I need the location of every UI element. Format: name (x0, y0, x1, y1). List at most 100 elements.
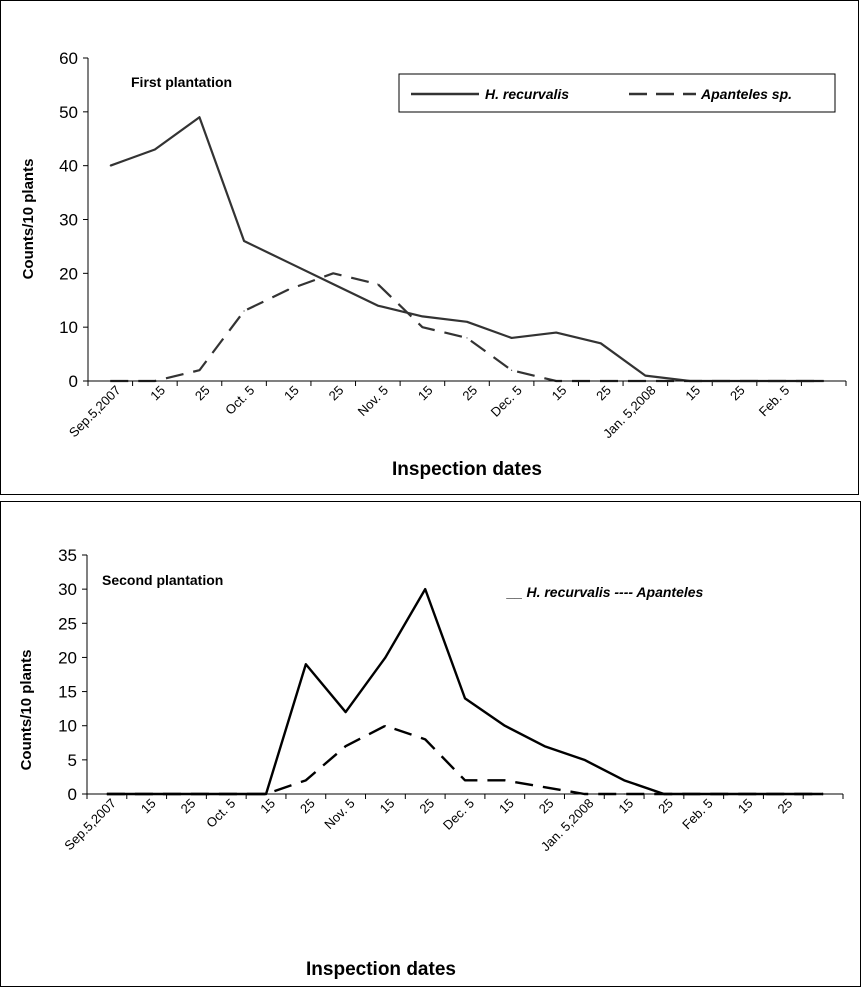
x-tick-label: 15 (281, 383, 302, 404)
x-tick-label: 15 (257, 796, 278, 817)
y-tick-label: 60 (59, 49, 78, 68)
data-point (243, 310, 245, 312)
series-line-h-recurvalis (106, 587, 824, 796)
data-point (504, 779, 506, 781)
data-point (384, 656, 387, 659)
legend-label-h-recurvalis: H. recurvalis (485, 86, 569, 102)
data-point (332, 272, 334, 274)
x-tick-label: 15 (147, 383, 168, 404)
data-point (424, 738, 426, 740)
y-tick-label: 50 (59, 103, 78, 122)
legend: H. recurvalis Apanteles sp. (398, 73, 836, 113)
chart-title: First plantation (131, 74, 232, 90)
x-tick-label: 25 (416, 796, 437, 817)
data-point (377, 283, 379, 285)
x-tick-label: 25 (178, 796, 199, 817)
data-point (583, 759, 585, 761)
series-line-h-recurvalis (109, 116, 824, 383)
data-point (377, 305, 379, 307)
series-line-apanteles (106, 724, 824, 796)
data-point (345, 745, 347, 747)
x-tick-label: Oct. 5 (203, 796, 238, 831)
y-tick-label: 40 (59, 157, 78, 176)
x-tick-label: Sep.5,2007 (66, 383, 124, 441)
data-point (644, 375, 646, 377)
x-tick-label: Oct. 5 (222, 383, 257, 418)
data-point (198, 369, 201, 371)
chart-first-plantation: 0 10 20 30 40 50 60 Sep.5,2007 15 25 Oct. 5 15 25 No… (0, 0, 859, 495)
chart-title: Second plantation (102, 572, 223, 588)
y-tick-label: 0 (68, 785, 77, 804)
x-tick-label: 25 (192, 383, 213, 404)
legend-text: __ H. recurvalis ---- Apanteles (506, 584, 704, 600)
y-tick-label: 35 (58, 546, 77, 565)
x-tick-label: 25 (459, 383, 480, 404)
data-point (109, 165, 111, 167)
y-tick-label: 30 (59, 211, 78, 230)
data-point (464, 779, 466, 781)
x-tick-label: Dec. 5 (488, 383, 525, 420)
x-tick-label: 25 (297, 796, 318, 817)
x-tick-label: 25 (326, 383, 347, 404)
x-tick-label: 15 (496, 796, 517, 817)
data-point (543, 786, 546, 788)
legend-box (398, 73, 836, 113)
y-tick-label: 15 (58, 683, 77, 702)
x-tick-label: 15 (377, 796, 398, 817)
y-axis-title: Counts/10 plants (18, 650, 35, 771)
data-point (384, 725, 387, 727)
y-tick-label: 30 (58, 580, 77, 599)
data-point (345, 711, 347, 713)
legend-label-apanteles: Apanteles sp. (700, 86, 792, 102)
data-point (466, 321, 468, 323)
data-point (555, 331, 557, 334)
data-point (305, 663, 307, 665)
data-point (288, 288, 290, 291)
x-tick-label: Feb. 5 (756, 383, 793, 420)
data-point (464, 697, 466, 699)
x-tick-label: 25 (775, 796, 796, 817)
x-tick-label: 15 (415, 383, 436, 404)
data-point (243, 240, 245, 242)
x-tick-label: 15 (735, 796, 756, 817)
x-tick-label: 15 (138, 796, 159, 817)
y-tick-label: 20 (59, 264, 78, 283)
data-point (504, 725, 506, 727)
y-tick-label: 25 (58, 614, 77, 633)
data-point (332, 283, 334, 285)
y-axis-title: Counts/10 plants (20, 159, 37, 280)
x-tick-label: Nov. 5 (321, 796, 357, 832)
x-tick-label: 25 (727, 383, 748, 404)
x-tick-label: Nov. 5 (355, 383, 391, 419)
data-point (198, 116, 201, 118)
x-tick-label: Dec. 5 (440, 796, 477, 833)
data-point (543, 745, 546, 747)
x-tick-label: 15 (549, 383, 570, 404)
x-tick-label: 15 (682, 383, 703, 404)
y-tick-label: 20 (58, 648, 77, 667)
chart-second-plantation: 0 5 10 15 20 25 30 35 Sep.5,2007 15 25 Oct. 5 15 25 N… (0, 501, 861, 987)
y-tick-label: 0 (69, 372, 78, 391)
data-point (510, 369, 513, 371)
x-tick-label: 15 (615, 796, 636, 817)
data-point (421, 326, 424, 328)
data-point (288, 261, 290, 264)
x-tick-label: 25 (536, 796, 557, 817)
x-axis-title: Inspection dates (392, 459, 542, 480)
y-tick-label: 10 (58, 717, 77, 736)
data-point (305, 779, 307, 781)
y-tick-label: 5 (68, 751, 77, 770)
x-tick-label: Sep.5,2007 (61, 796, 119, 854)
x-tick-label: 25 (655, 796, 676, 817)
data-point (154, 148, 156, 151)
x-tick-label: 25 (593, 383, 614, 404)
series-line-apanteles (110, 272, 824, 383)
x-axis-title: Inspection dates (306, 959, 456, 980)
data-point (510, 337, 513, 339)
data-point (623, 779, 625, 781)
data-point (466, 337, 468, 339)
chart-first-plantation-svg: 0 10 20 30 40 50 60 Sep.5,2007 15 25 Oct. 5 15 25 No… (20, 49, 847, 480)
x-tick-label: Feb. 5 (679, 796, 716, 833)
data-point (421, 315, 424, 317)
